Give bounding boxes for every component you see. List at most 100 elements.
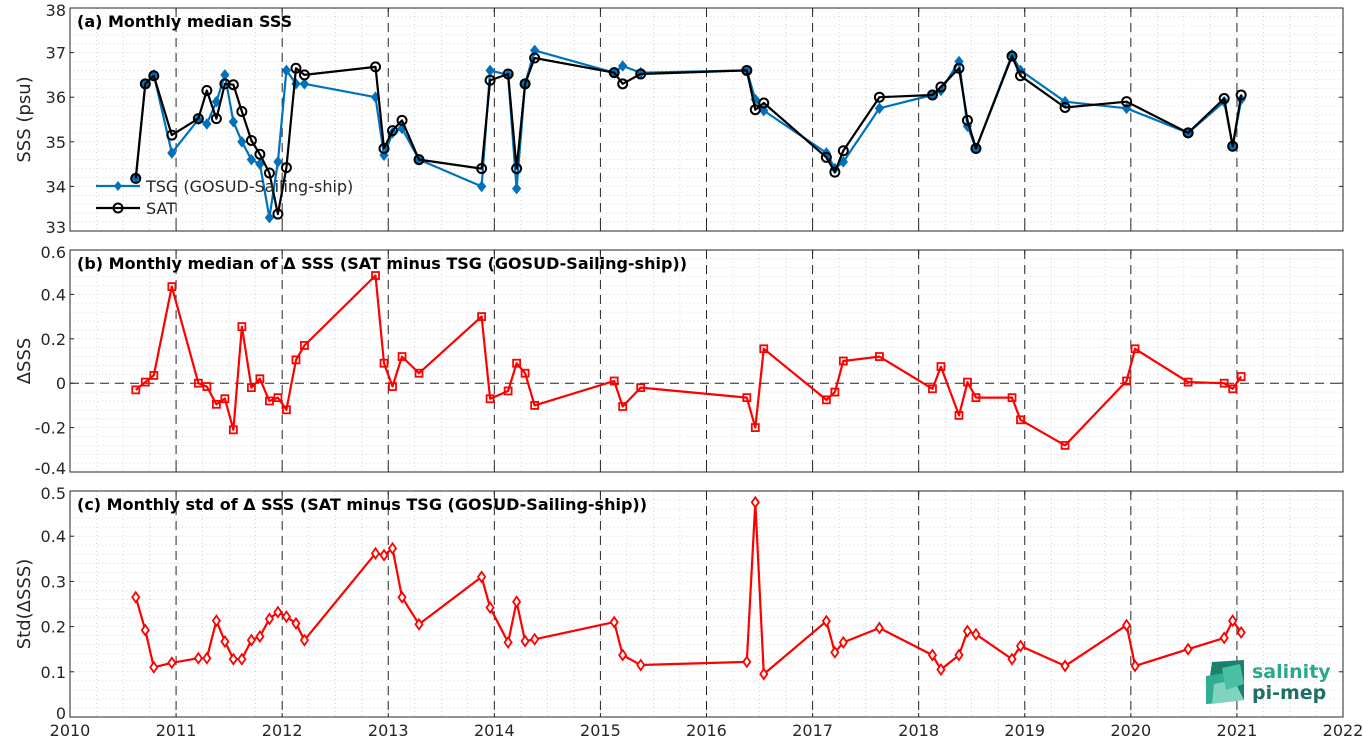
data-point (1130, 344, 1140, 354)
data-point (211, 399, 221, 409)
data-point (741, 64, 753, 76)
y-tick-label: 0 (56, 374, 66, 393)
data-point (1218, 93, 1230, 105)
data-point (1219, 631, 1229, 645)
data-point (265, 396, 274, 406)
data-point (228, 652, 238, 666)
data-point (1235, 89, 1247, 101)
data-point (962, 624, 973, 638)
data-point (130, 172, 142, 184)
data-point (519, 78, 531, 90)
data-point (1122, 376, 1131, 386)
data-point (290, 62, 302, 74)
y-tick-label: 0.6 (41, 243, 66, 262)
data-point (485, 601, 495, 615)
data-point (202, 118, 212, 130)
data-point (1015, 70, 1027, 82)
panel-title: (b) Monthly median of Δ SSS (SAT minus T… (77, 254, 687, 273)
x-tick-label: 2016 (686, 721, 727, 740)
data-point (414, 368, 424, 378)
data-point (298, 69, 310, 81)
data-point (821, 395, 831, 405)
data-point (247, 383, 256, 393)
data-point (503, 635, 513, 649)
series-2 (130, 50, 1247, 220)
data-point (220, 394, 230, 404)
data-point (609, 376, 619, 386)
y-tick-label: 0 (56, 704, 66, 723)
data-point (227, 79, 239, 91)
data-point (511, 163, 523, 175)
data-point (485, 394, 495, 404)
data-point (618, 60, 628, 72)
data-point (281, 610, 292, 624)
data-point (936, 362, 946, 371)
data-point (149, 371, 159, 380)
data-point (371, 271, 380, 280)
data-point (1236, 625, 1246, 640)
y-axis-label: ΔSSS (14, 338, 35, 385)
data-point (1016, 415, 1025, 425)
data-point (263, 167, 275, 179)
data-point (874, 621, 885, 635)
data-point (370, 61, 382, 73)
logo-mark-icon (1206, 660, 1244, 704)
data-point (529, 52, 541, 64)
data-point (750, 495, 760, 509)
x-tick-label: 2020 (1110, 721, 1151, 740)
data-point (476, 163, 488, 175)
data-point (1183, 642, 1193, 656)
data-point (961, 114, 973, 126)
data-point (830, 387, 840, 397)
data-point (379, 548, 389, 562)
data-point (477, 312, 487, 322)
data-point (971, 393, 981, 403)
data-point (1236, 372, 1246, 381)
data-point (820, 151, 832, 163)
data-point (1227, 140, 1239, 152)
data-point (149, 660, 159, 674)
x-tick-label: 2019 (1004, 721, 1045, 740)
y-tick-label: 0.4 (41, 527, 66, 546)
data-point (397, 590, 407, 604)
data-point (201, 85, 213, 97)
data-point (520, 368, 530, 378)
salinity-pimep-logo: salinity pi-mep (1206, 660, 1331, 704)
data-point (148, 70, 160, 82)
data-point (608, 67, 620, 79)
data-point (749, 104, 761, 116)
data-point (220, 634, 230, 649)
data-point (1182, 127, 1194, 139)
data-point (246, 633, 257, 647)
data-point (829, 166, 841, 178)
data-point (299, 78, 310, 90)
y-tick-label: -0.4 (35, 459, 66, 478)
panel-title: (c) Monthly std of Δ SSS (SAT minus TSG … (77, 495, 647, 514)
x-tick-label: 2010 (50, 721, 91, 740)
data-point (167, 282, 177, 292)
data-point (255, 374, 265, 384)
data-point (530, 632, 540, 646)
data-point (167, 656, 177, 670)
tick-marks (69, 249, 1344, 473)
data-point (750, 423, 760, 433)
series-1 (131, 271, 1246, 450)
legend-marker-sat (112, 202, 124, 214)
chart-panel-3: 0 0.1 0.2 0.3 0.4 0.5 2010 2011 2012 2013 2014 2015… (14, 484, 1363, 740)
data-point (193, 378, 203, 388)
data-point (1007, 393, 1017, 403)
data-point (617, 78, 629, 90)
y-tick-label: 37 (46, 44, 66, 63)
data-point (758, 97, 770, 109)
data-point (1219, 378, 1229, 388)
data-point (282, 405, 291, 415)
data-point (484, 74, 496, 86)
x-tick-label: 2015 (580, 721, 621, 740)
tick-marks (69, 7, 1344, 232)
data-point (246, 153, 257, 166)
y-tick-label: 0.1 (41, 663, 66, 682)
data-point (821, 614, 831, 628)
data-point (636, 658, 646, 672)
data-point (237, 322, 247, 331)
